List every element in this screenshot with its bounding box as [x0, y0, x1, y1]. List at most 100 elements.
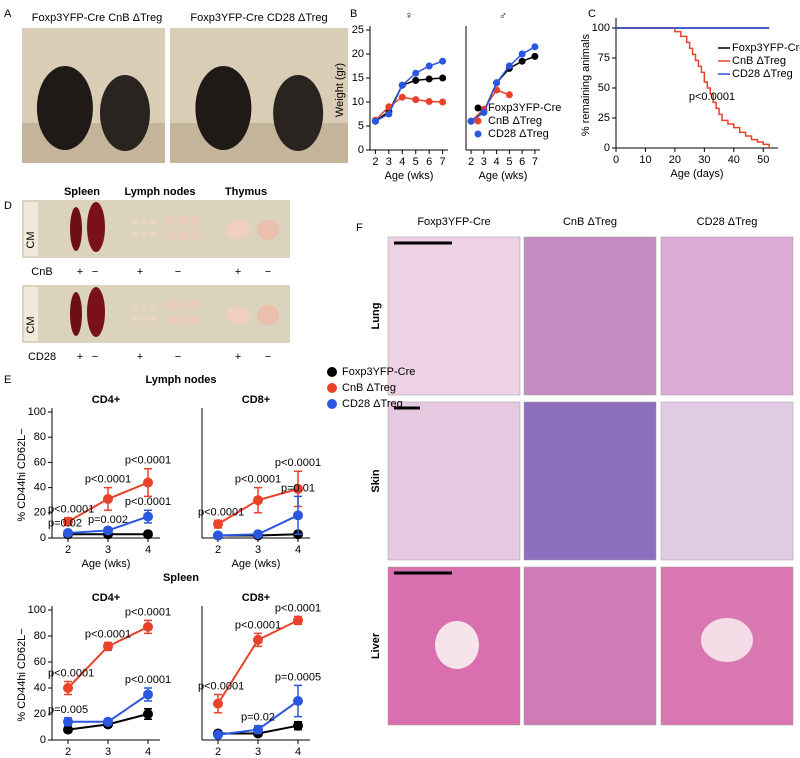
y-tick-label: 100: [28, 604, 46, 616]
y-tick-label: 15: [352, 72, 364, 84]
x-axis-label: Age (wks): [232, 558, 281, 570]
y-axis-label: % remaining animals: [580, 33, 592, 136]
row-label: CnB: [31, 266, 52, 278]
mouse: [36, 66, 93, 150]
lymph-node: [132, 231, 138, 237]
histology-image: [660, 401, 794, 561]
ruler: [24, 287, 38, 341]
thymus: [226, 221, 250, 239]
point: [439, 98, 447, 106]
x-tick-label: 4: [145, 746, 151, 758]
point: [103, 716, 113, 727]
p-value: p<0.0001: [125, 674, 171, 686]
sign: −: [265, 266, 271, 278]
point: [143, 477, 153, 488]
lymph-node: [189, 230, 199, 240]
p-value: p<0.0001: [48, 504, 94, 516]
y-axis-label: % CD44hi CD62L−: [16, 628, 28, 721]
point: [143, 709, 153, 719]
sign: −: [175, 351, 181, 363]
series-line: [616, 27, 770, 148]
point: [531, 43, 539, 51]
y-tick-label: 80: [34, 630, 46, 642]
p-value: p=0.02: [48, 518, 82, 530]
point: [143, 529, 153, 540]
point: [412, 69, 420, 77]
lymph-node: [141, 304, 147, 310]
histology-image: [523, 566, 657, 726]
x-tick-label: 5: [413, 156, 419, 168]
series-line: [470, 89, 510, 122]
histology-image: [387, 401, 521, 561]
p-value: p<0.0001: [198, 506, 244, 518]
lymph-node: [177, 300, 187, 310]
lymph-node: [150, 316, 156, 322]
panel-letter: E: [4, 374, 11, 386]
ruler-label: CM: [25, 316, 37, 333]
histology-image: [660, 236, 794, 396]
x-tick-label: 3: [255, 746, 261, 758]
p-value: p=0.01: [281, 482, 315, 494]
point: [103, 641, 113, 652]
x-tick-label: 40: [728, 154, 740, 166]
chart-title: ♂: [499, 10, 507, 22]
point: [531, 52, 539, 60]
y-tick-label: 10: [352, 96, 364, 108]
x-axis-label: Age (wks): [479, 170, 528, 182]
x-tick-label: 2: [468, 156, 474, 168]
x-tick-label: 30: [698, 154, 710, 166]
panel-letter: F: [356, 222, 363, 234]
y-tick-label: 25: [352, 24, 364, 36]
panel-letter: B: [350, 8, 357, 20]
point: [412, 76, 420, 84]
point: [63, 724, 73, 735]
sign: +: [137, 266, 143, 278]
lymph-node: [150, 219, 156, 225]
point: [371, 117, 379, 125]
point: [63, 516, 73, 527]
point: [103, 493, 113, 504]
lymph-node: [165, 300, 175, 310]
histology-image: [387, 236, 521, 396]
legend-swatch: [474, 104, 482, 112]
point: [143, 621, 153, 632]
point: [467, 117, 475, 125]
point: [412, 96, 420, 104]
x-tick-label: 4: [145, 544, 151, 556]
sign: +: [235, 266, 241, 278]
p-value: p<0.0001: [275, 602, 321, 614]
legend-swatch: [327, 383, 337, 393]
p-value: p=0.02: [241, 712, 275, 724]
row-label: Lung: [370, 303, 382, 330]
p-value: p<0.0001: [125, 455, 171, 467]
sign: +: [77, 351, 83, 363]
point: [398, 93, 406, 101]
y-tick-label: 0: [40, 532, 46, 544]
sign: −: [92, 266, 98, 278]
x-axis-label: Age (wks): [385, 170, 434, 182]
x-tick-label: 2: [65, 544, 71, 556]
chart-title: CD4+: [92, 592, 120, 604]
point: [425, 62, 433, 70]
point: [253, 529, 263, 540]
lymph-node: [132, 219, 138, 225]
p-value: p<0.0001: [85, 628, 131, 640]
legend-swatch: [474, 130, 482, 138]
group-title: Lymph nodes: [145, 374, 216, 386]
x-tick-label: 3: [386, 156, 392, 168]
x-tick-label: 4: [295, 746, 301, 758]
point: [213, 729, 223, 740]
y-tick-label: 100: [28, 406, 46, 418]
x-tick-label: 7: [532, 156, 538, 168]
point: [143, 511, 153, 522]
p-value: p<0.0001: [85, 474, 131, 486]
y-tick-label: 0: [604, 142, 610, 154]
point: [253, 724, 263, 735]
x-tick-label: 5: [506, 156, 512, 168]
point: [439, 57, 447, 65]
x-tick-label: 20: [669, 154, 681, 166]
photo-caption: Foxp3YFP-Cre CnB ΔTreg: [32, 12, 162, 24]
mouse: [99, 75, 150, 151]
x-tick-label: 6: [426, 156, 432, 168]
